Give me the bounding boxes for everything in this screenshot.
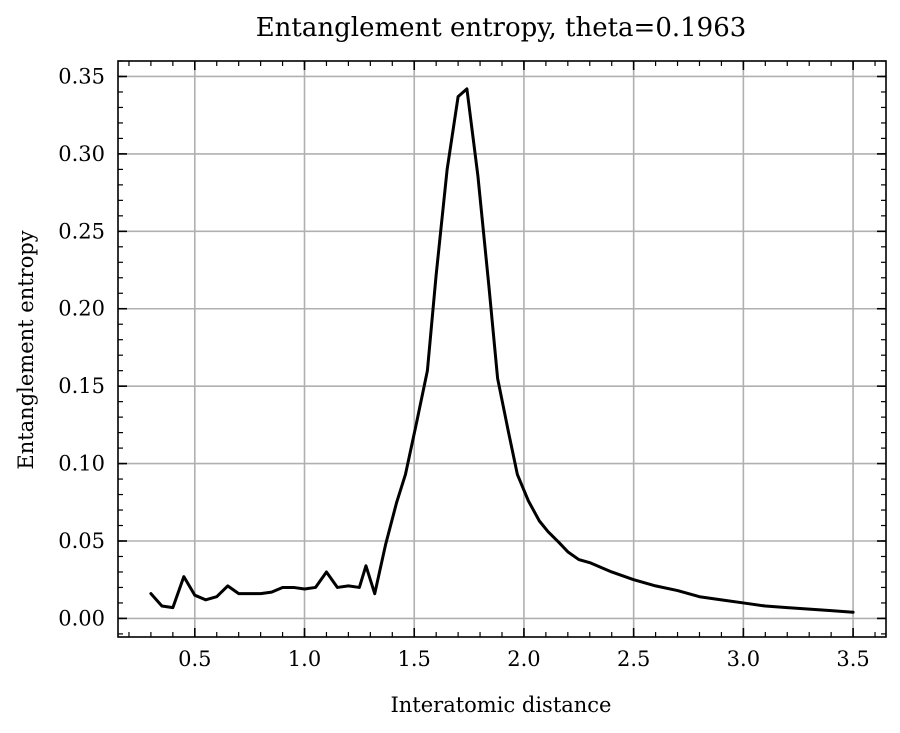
x-tick-label: 3.5 — [836, 647, 869, 671]
tick-labels: 0.5 1.0 1.5 2.0 2.5 3.0 3.5 0.00 0.05 0.10 0.15 0.2… — [58, 64, 870, 671]
x-tick-label: 1.0 — [288, 647, 321, 671]
y-tick-label: 0.05 — [58, 529, 105, 553]
series-line — [149, 87, 855, 614]
y-tick-label: 0.10 — [58, 452, 105, 476]
y-axis-label: Entanglement entropy — [14, 230, 38, 469]
y-tick-label: 0.15 — [58, 374, 105, 398]
axes — [117, 60, 887, 638]
y-tick-label: 0.35 — [58, 64, 105, 88]
x-axis-label: Interatomic distance — [390, 693, 611, 717]
x-tick-label: 1.5 — [398, 647, 431, 671]
y-tick-label: 0.20 — [58, 297, 105, 321]
y-tick-label: 0.25 — [58, 219, 105, 243]
x-tick-label: 2.5 — [617, 647, 650, 671]
chart-title: Entanglement entropy, theta=0.1963 — [256, 13, 747, 43]
x-tick-label: 3.0 — [727, 647, 760, 671]
series-layer — [149, 87, 855, 614]
grid — [118, 61, 886, 637]
y-tick-label: 0.00 — [58, 606, 105, 630]
x-tick-label: 0.5 — [178, 647, 211, 671]
plot-frame — [117, 60, 887, 638]
x-tick-label: 2.0 — [507, 647, 540, 671]
y-tick-label: 0.30 — [58, 142, 105, 166]
